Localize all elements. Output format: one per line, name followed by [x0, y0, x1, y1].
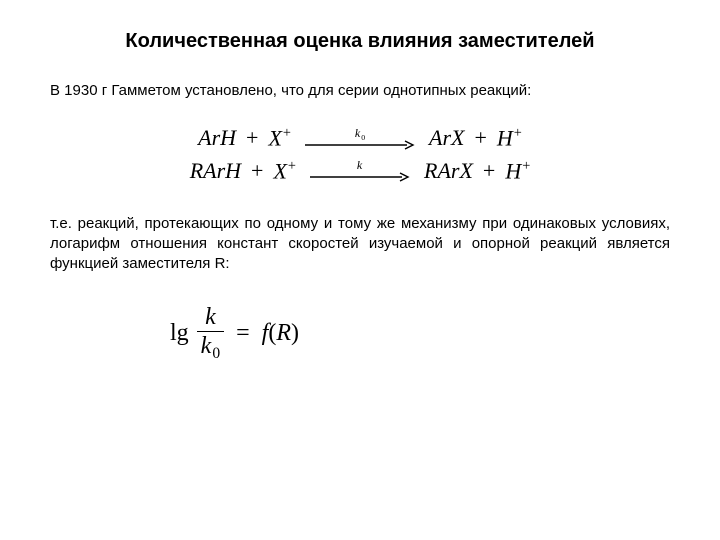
r1-lhs-b-base: X — [268, 126, 281, 151]
r2-rhs-b-sup: + — [522, 158, 530, 174]
arrow-icon — [305, 140, 415, 150]
close-paren: ) — [291, 320, 299, 346]
den-k: k — [201, 333, 212, 359]
r2-lhs-b-base: X — [273, 158, 286, 183]
equals-sign: = — [236, 320, 250, 347]
r1-rate-k: k — [355, 126, 360, 140]
r2-rhs-b: H+ — [505, 158, 530, 184]
fraction-numerator: k — [201, 305, 220, 331]
r1-rhs-b-base: H — [497, 126, 513, 151]
intro-paragraph: В 1930 г Гамметом установлено, что для с… — [50, 81, 670, 101]
r2-arrow: k — [310, 159, 410, 182]
lg-operator: lg — [170, 320, 189, 347]
r1-rhs-b: H+ — [497, 125, 522, 151]
plus-sign: + — [251, 158, 263, 184]
r1-rhs-a: ArX — [429, 125, 464, 151]
hammett-equation: lg k k0 = f(R) — [170, 305, 670, 362]
plus-sign: + — [246, 125, 258, 151]
r1-lhs-b-sup: + — [283, 125, 291, 141]
plus-sign: + — [474, 125, 486, 151]
fraction-denominator: k0 — [197, 331, 224, 362]
reaction-1: ArH + X+ k0 ArX + H+ — [50, 125, 670, 151]
r2-rhs-a: RArX — [424, 158, 473, 184]
body-paragraph: т.е. реакций, протекающих по одному и то… — [50, 214, 670, 275]
reaction-2: RArH + X+ k RArX + H+ — [50, 158, 670, 184]
r1-lhs-b: X+ — [268, 125, 291, 151]
reaction-equations: ArH + X+ k0 ArX + H+ RArH + — [50, 125, 670, 184]
page-title: Количественная оценка влияния заместител… — [50, 30, 670, 53]
r1-arrow: k0 — [305, 127, 415, 150]
r1-rhs-b-sup: + — [514, 125, 522, 141]
fraction: k k0 — [197, 305, 224, 362]
r1-lhs-a: ArH — [198, 125, 236, 151]
r2-lhs-b: X+ — [273, 158, 296, 184]
r2-rhs-b-base: H — [505, 158, 521, 183]
rhs: f(R) — [262, 320, 299, 347]
arrow-icon — [310, 172, 410, 182]
plus-sign: + — [483, 158, 495, 184]
den-sub: 0 — [212, 345, 220, 362]
func-arg: R — [276, 320, 291, 346]
r2-lhs-a: RArH — [190, 158, 241, 184]
slide: Количественная оценка влияния заместител… — [0, 0, 720, 540]
r2-lhs-b-sup: + — [288, 158, 296, 174]
r2-rate-k: k — [357, 158, 362, 172]
